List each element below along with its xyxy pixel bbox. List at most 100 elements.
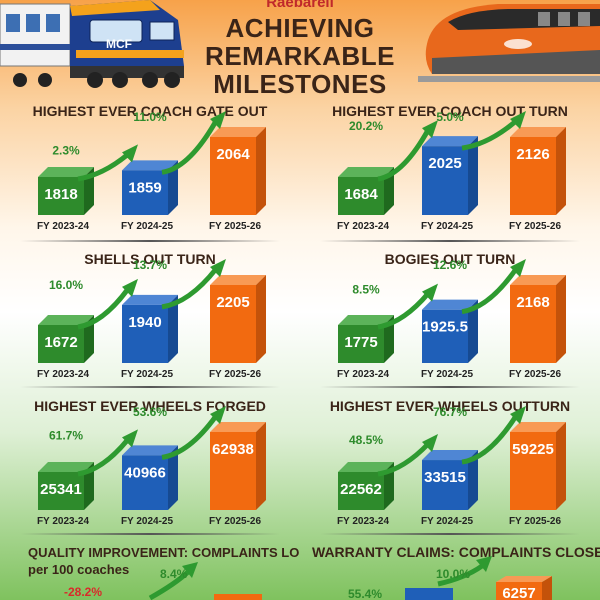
growth-arrow-icon (377, 128, 431, 182)
bar-side (556, 422, 566, 510)
chart-title: HIGHEST EVER COACH OUT TURN (332, 103, 568, 119)
value-label: 1775 (344, 334, 377, 351)
bar-side (168, 160, 178, 215)
category-label: FY 2023-24 (337, 516, 390, 527)
train-left-label: MCF (106, 37, 132, 51)
growth-arrow-icon (210, 259, 226, 277)
category-label: FY 2025-26 (509, 369, 562, 380)
growth-arrow-icon (210, 406, 226, 424)
growth-label: 16.0% (49, 278, 83, 292)
category-label: FY 2024-25 (121, 516, 174, 527)
growth-arrow-icon (210, 111, 226, 129)
growth-arrow-icon (461, 119, 518, 151)
value-label: 1672 (44, 334, 77, 351)
growth-arrow-icon (377, 442, 430, 477)
chart-title: HIGHEST EVER WHEELS OUTTURN (329, 398, 571, 414)
growth-arrow-icon (148, 570, 190, 600)
value-label: 1684 (344, 186, 378, 203)
bar-side (256, 127, 266, 215)
bar (510, 137, 556, 215)
header: MCF Raebareli ACHIEVING REMARKABLE MILES… (0, 0, 600, 100)
bar-top (510, 422, 566, 432)
growth-label: 61.7% (49, 428, 83, 442)
growth-arrow-icon (122, 429, 138, 448)
bar-side (256, 422, 266, 510)
growth-label: 13.7% (133, 258, 167, 272)
chart-panel-4: BOGIES OUT TURN 1775 FY 2023-24 1925.5 FY 2… (300, 251, 600, 396)
bar-top (510, 127, 566, 137)
value-label: 6257 (502, 585, 535, 600)
bar (338, 177, 384, 215)
value-label: 2126 (516, 146, 549, 163)
growth-label: 53.6% (133, 405, 167, 419)
bar (122, 304, 168, 363)
bar-top (338, 315, 394, 325)
bar (422, 309, 468, 363)
growth-arrow-icon (422, 283, 438, 302)
partial-chart: 55.4% 10.0% 6257 (348, 556, 552, 600)
growth-label: 55.4% (348, 587, 382, 600)
category-label: FY 2023-24 (37, 516, 90, 527)
growth-arrow-icon (422, 120, 438, 139)
bar (122, 170, 168, 215)
chart-panel-2: HIGHEST EVER COACH OUT TURN 1684 FY 2023-… (300, 103, 600, 248)
growth-arrow-icon (161, 119, 219, 175)
partial-chart: -28.2% 8.4% (64, 562, 262, 600)
growth-arrow-icon (182, 562, 198, 578)
bar-side (556, 275, 566, 363)
growth-label: 20.2% (349, 119, 383, 133)
growth-arrow-icon (77, 287, 131, 330)
value-label: 2205 (216, 294, 249, 311)
bar (122, 455, 168, 510)
value-label: 1818 (44, 186, 77, 203)
value-label: 2168 (516, 294, 549, 311)
bar-top (510, 275, 566, 285)
bar-top (422, 450, 478, 461)
bar-top (210, 127, 266, 137)
growth-arrow-icon (122, 144, 138, 163)
chart-title-line: QUALITY IMPROVEMENT: COMPLAINTS LODGED (28, 545, 300, 560)
chart-title: HIGHEST EVER COACH GATE OUT (32, 103, 268, 119)
bar (210, 137, 256, 215)
chart-title-line: per 100 coaches (28, 562, 130, 577)
value-label: 1940 (128, 314, 161, 331)
category-label: FY 2023-24 (337, 221, 390, 232)
growth-label: 10.0% (436, 567, 470, 581)
growth-arrow-icon (461, 414, 519, 465)
value-label: 62938 (212, 441, 254, 458)
value-label: 40966 (124, 464, 166, 481)
chart-title: BOGIES OUT TURN (384, 251, 516, 267)
bar (422, 146, 468, 215)
value-label: 25341 (40, 481, 82, 498)
growth-arrow-icon (161, 414, 219, 460)
value-label: 1925.5 (422, 319, 468, 336)
bar-side (556, 127, 566, 215)
title-line: MILESTONES (213, 69, 387, 99)
growth-arrow-icon (510, 406, 526, 424)
category-label: FY 2024-25 (421, 516, 474, 527)
bar (210, 432, 256, 510)
page-title: ACHIEVING REMARKABLE MILESTONES (195, 14, 405, 98)
chart-title: QUALITY IMPROVEMENT: COMPLAINTS LODGED p… (28, 544, 300, 578)
subtitle: Raebareli (266, 0, 334, 11)
growth-label: 11.0% (133, 110, 167, 124)
divider (20, 240, 280, 242)
bar-side (168, 445, 178, 510)
divider (20, 533, 280, 535)
category-label: FY 2024-25 (121, 369, 174, 380)
chart-title: SHELLS OUT TURN (84, 251, 216, 267)
growth-label: 2.3% (52, 143, 80, 157)
bar-top (122, 445, 178, 456)
chart-panel-6: HIGHEST EVER WHEELS OUTTURN 22562 FY 2023… (300, 398, 600, 543)
growth-arrow-icon (422, 434, 438, 453)
chart-title: HIGHEST EVER WHEELS FORGED (34, 398, 266, 414)
bar (338, 472, 384, 510)
bar-top (38, 315, 94, 325)
growth-label: 76.7% (433, 405, 467, 419)
bar-chart: 22562 FY 2023-24 33515 FY 2024-25 59225 FY 20… (337, 405, 566, 527)
growth-arrow-icon (161, 267, 218, 310)
category-label: FY 2025-26 (209, 369, 262, 380)
bar (338, 325, 384, 363)
value-label: 1859 (128, 179, 161, 196)
bar-top (338, 167, 394, 177)
